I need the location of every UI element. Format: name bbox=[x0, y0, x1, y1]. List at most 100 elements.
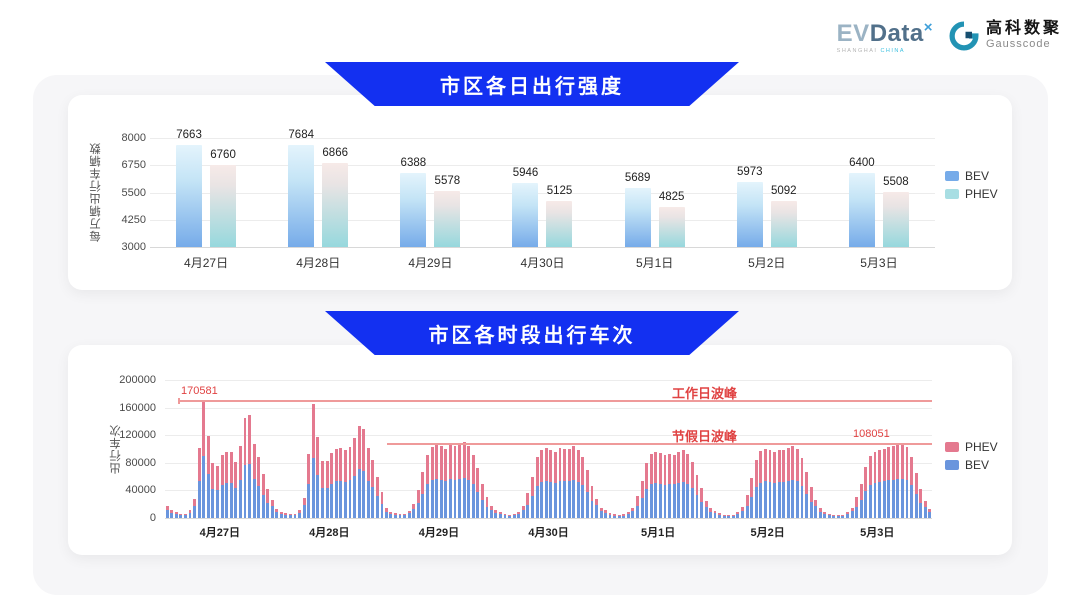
bev-segment bbox=[526, 504, 530, 518]
bev-segment bbox=[891, 479, 895, 518]
stacked-bar bbox=[855, 497, 859, 518]
phev-segment bbox=[663, 455, 667, 485]
bev-segment bbox=[412, 508, 416, 518]
evdata-logo: EVData× SHANGHAI CHINA bbox=[837, 20, 933, 55]
phev-segment bbox=[238, 446, 242, 480]
day-group: 7684 6866 4月28日 bbox=[288, 129, 349, 270]
chart2-y-tick-labels: 0 40000 80000 120000 160000 200000 bbox=[118, 374, 156, 524]
phev-segment bbox=[184, 513, 187, 516]
bev-segment bbox=[690, 488, 694, 518]
stacked-bar bbox=[695, 474, 699, 518]
bev-segment bbox=[512, 515, 516, 518]
phev-segment bbox=[476, 468, 480, 492]
bar-bev: 5946 bbox=[512, 167, 539, 247]
stacked-bar bbox=[713, 511, 717, 518]
day-group: 5973 5092 5月2日 bbox=[736, 166, 797, 270]
stacked-bar bbox=[914, 473, 918, 518]
stacked-bar bbox=[339, 448, 343, 518]
bev-segment bbox=[896, 478, 900, 518]
phev-segment bbox=[704, 500, 708, 507]
phev-segment bbox=[617, 514, 621, 516]
legend-item-phev[interactable]: PHEV bbox=[945, 187, 998, 201]
bev-segment bbox=[339, 481, 343, 518]
stacked-bar bbox=[394, 513, 397, 518]
legend-item-bev[interactable]: BEV bbox=[945, 169, 998, 183]
stacked-bar bbox=[572, 446, 576, 518]
phev-segment bbox=[576, 449, 580, 482]
bev-segment bbox=[919, 502, 923, 518]
stacked-bar bbox=[923, 501, 927, 518]
bev-segment bbox=[275, 512, 279, 518]
phev-segment bbox=[366, 447, 370, 481]
gridline bbox=[150, 219, 935, 221]
phev-segment bbox=[722, 514, 726, 516]
bev-segment bbox=[243, 464, 247, 518]
stacked-bar bbox=[622, 514, 626, 518]
bev-segment bbox=[453, 479, 457, 518]
phev-segment bbox=[252, 443, 256, 479]
stacked-bar bbox=[279, 511, 283, 518]
bev-segment bbox=[722, 515, 726, 518]
phev-segment bbox=[672, 454, 676, 485]
stacked-bar bbox=[193, 499, 197, 518]
bev-segment bbox=[179, 515, 183, 518]
bev-segment bbox=[887, 480, 891, 518]
x-axis-day-label: 4月27日 bbox=[184, 256, 229, 270]
bev-segment bbox=[316, 475, 320, 518]
stacked-bar bbox=[672, 454, 676, 518]
stacked-bar bbox=[576, 449, 580, 518]
phev-segment bbox=[677, 451, 681, 483]
stacked-bar bbox=[896, 444, 900, 518]
chart2-legend: PHEV BEV bbox=[945, 440, 998, 472]
stacked-bar bbox=[430, 446, 434, 518]
legend-item-bev[interactable]: BEV bbox=[945, 458, 998, 472]
chart1-y-axis-title: 每万辆出行车辆数 bbox=[90, 142, 102, 243]
stacked-bar bbox=[416, 490, 420, 518]
bev-segment bbox=[791, 479, 795, 518]
phev-segment bbox=[558, 448, 562, 482]
stacked-bar bbox=[558, 448, 562, 518]
bev-segment bbox=[928, 512, 932, 518]
day-group: 6388 5578 4月29日 bbox=[400, 157, 461, 270]
stacked-bar bbox=[814, 500, 818, 518]
bev-segment bbox=[490, 510, 494, 518]
stacked-bar bbox=[174, 512, 178, 518]
phev-segment bbox=[330, 453, 334, 484]
day-group: 4月28日 bbox=[275, 380, 385, 539]
stacked-bar bbox=[494, 509, 498, 518]
phev-segment bbox=[480, 483, 484, 500]
phev-segment bbox=[307, 453, 311, 484]
bev-segment bbox=[375, 496, 379, 518]
bev-segment bbox=[795, 481, 799, 518]
bar-bev: 7663 bbox=[176, 129, 203, 247]
legend-label: PHEV bbox=[965, 440, 998, 454]
phev-segment bbox=[622, 514, 626, 516]
bev-segment bbox=[270, 506, 274, 518]
hourly-trips-card: 出行车次 0 40000 80000 120000 160000 200000 4月27日… bbox=[68, 345, 1012, 555]
stacked-bar bbox=[645, 462, 649, 518]
phev-segment bbox=[316, 437, 320, 476]
bev-segment bbox=[846, 514, 849, 518]
holiday-peak-value: 108051 bbox=[853, 428, 890, 441]
y-tick-label: 8000 bbox=[121, 132, 146, 144]
gridline bbox=[165, 490, 932, 492]
bev-segment bbox=[225, 483, 229, 518]
gausscode-logo: 高科数聚 Gausscode bbox=[949, 20, 1062, 51]
phev-segment bbox=[640, 480, 644, 499]
stacked-bar bbox=[243, 417, 247, 518]
bar-phev: 6866 bbox=[322, 147, 349, 247]
stacked-bar bbox=[754, 460, 758, 518]
phev-segment bbox=[453, 445, 457, 480]
bev-segment bbox=[330, 483, 334, 518]
phev-segment bbox=[800, 457, 804, 487]
bev-segment bbox=[362, 470, 366, 518]
gausscode-text: 高科数聚 Gausscode bbox=[986, 20, 1062, 51]
phev-segment bbox=[270, 500, 274, 507]
stacked-bar bbox=[741, 506, 744, 518]
phev-segment bbox=[211, 462, 215, 489]
stacked-bar bbox=[435, 444, 439, 518]
legend-item-phev[interactable]: PHEV bbox=[945, 440, 998, 454]
phev-segment bbox=[284, 513, 288, 515]
stacked-bar bbox=[581, 456, 585, 518]
phev-segment bbox=[873, 451, 877, 483]
